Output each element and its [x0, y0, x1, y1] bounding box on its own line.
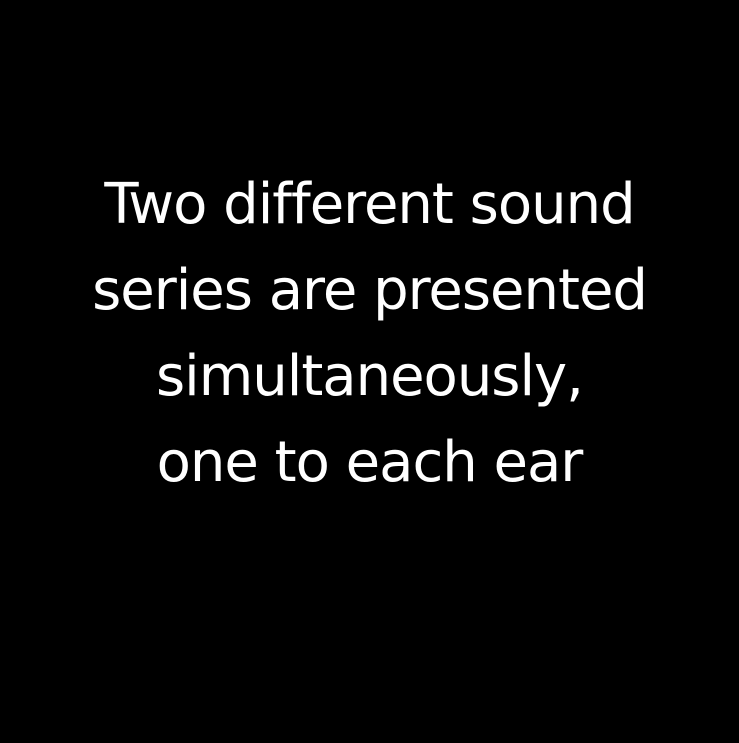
caption-line-3: simultaneously,	[156, 344, 584, 409]
caption-line-4: one to each ear	[156, 430, 584, 495]
caption-line-1: Two different sound	[104, 172, 635, 237]
caption-line-2: series are presented	[92, 258, 648, 323]
slide-caption: Two different sound series are presented…	[0, 162, 739, 506]
